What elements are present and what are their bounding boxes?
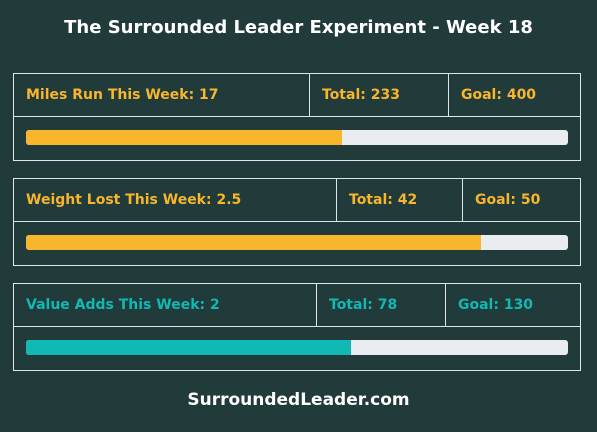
progress-fill xyxy=(26,130,342,145)
metric-weight-lost: Weight Lost This Week: 2.5 Total: 42 Goa… xyxy=(13,178,581,266)
progress-track xyxy=(26,130,568,145)
week-value-label: Weight Lost This Week: 2.5 xyxy=(26,192,242,208)
progress-fill xyxy=(26,340,352,355)
goal-value-label: Goal: 50 xyxy=(462,179,580,221)
progress-row xyxy=(13,117,581,161)
page-title: The Surrounded Leader Experiment - Week … xyxy=(64,17,533,38)
goal-value-label: Goal: 400 xyxy=(448,74,580,116)
metric-miles-run: Miles Run This Week: 17 Total: 233 Goal:… xyxy=(13,73,581,161)
total-value-label: Total: 233 xyxy=(309,74,448,116)
metric-header-row: Value Adds This Week: 2 Total: 78 Goal: … xyxy=(13,283,581,327)
total-value-label: Total: 78 xyxy=(316,284,445,326)
metric-value-adds: Value Adds This Week: 2 Total: 78 Goal: … xyxy=(13,283,581,371)
progress-track xyxy=(26,235,568,250)
week-value-label: Value Adds This Week: 2 xyxy=(26,297,220,313)
progress-track xyxy=(26,340,568,355)
progress-fill xyxy=(26,235,482,250)
footer-site-link: SurroundedLeader.com xyxy=(187,390,410,410)
week-value-label: Miles Run This Week: 17 xyxy=(26,87,219,103)
total-value-label: Total: 42 xyxy=(336,179,462,221)
metric-header-row: Miles Run This Week: 17 Total: 233 Goal:… xyxy=(13,73,581,117)
goal-value-label: Goal: 130 xyxy=(445,284,580,326)
progress-row xyxy=(13,222,581,266)
metric-header-row: Weight Lost This Week: 2.5 Total: 42 Goa… xyxy=(13,178,581,222)
progress-row xyxy=(13,327,581,371)
